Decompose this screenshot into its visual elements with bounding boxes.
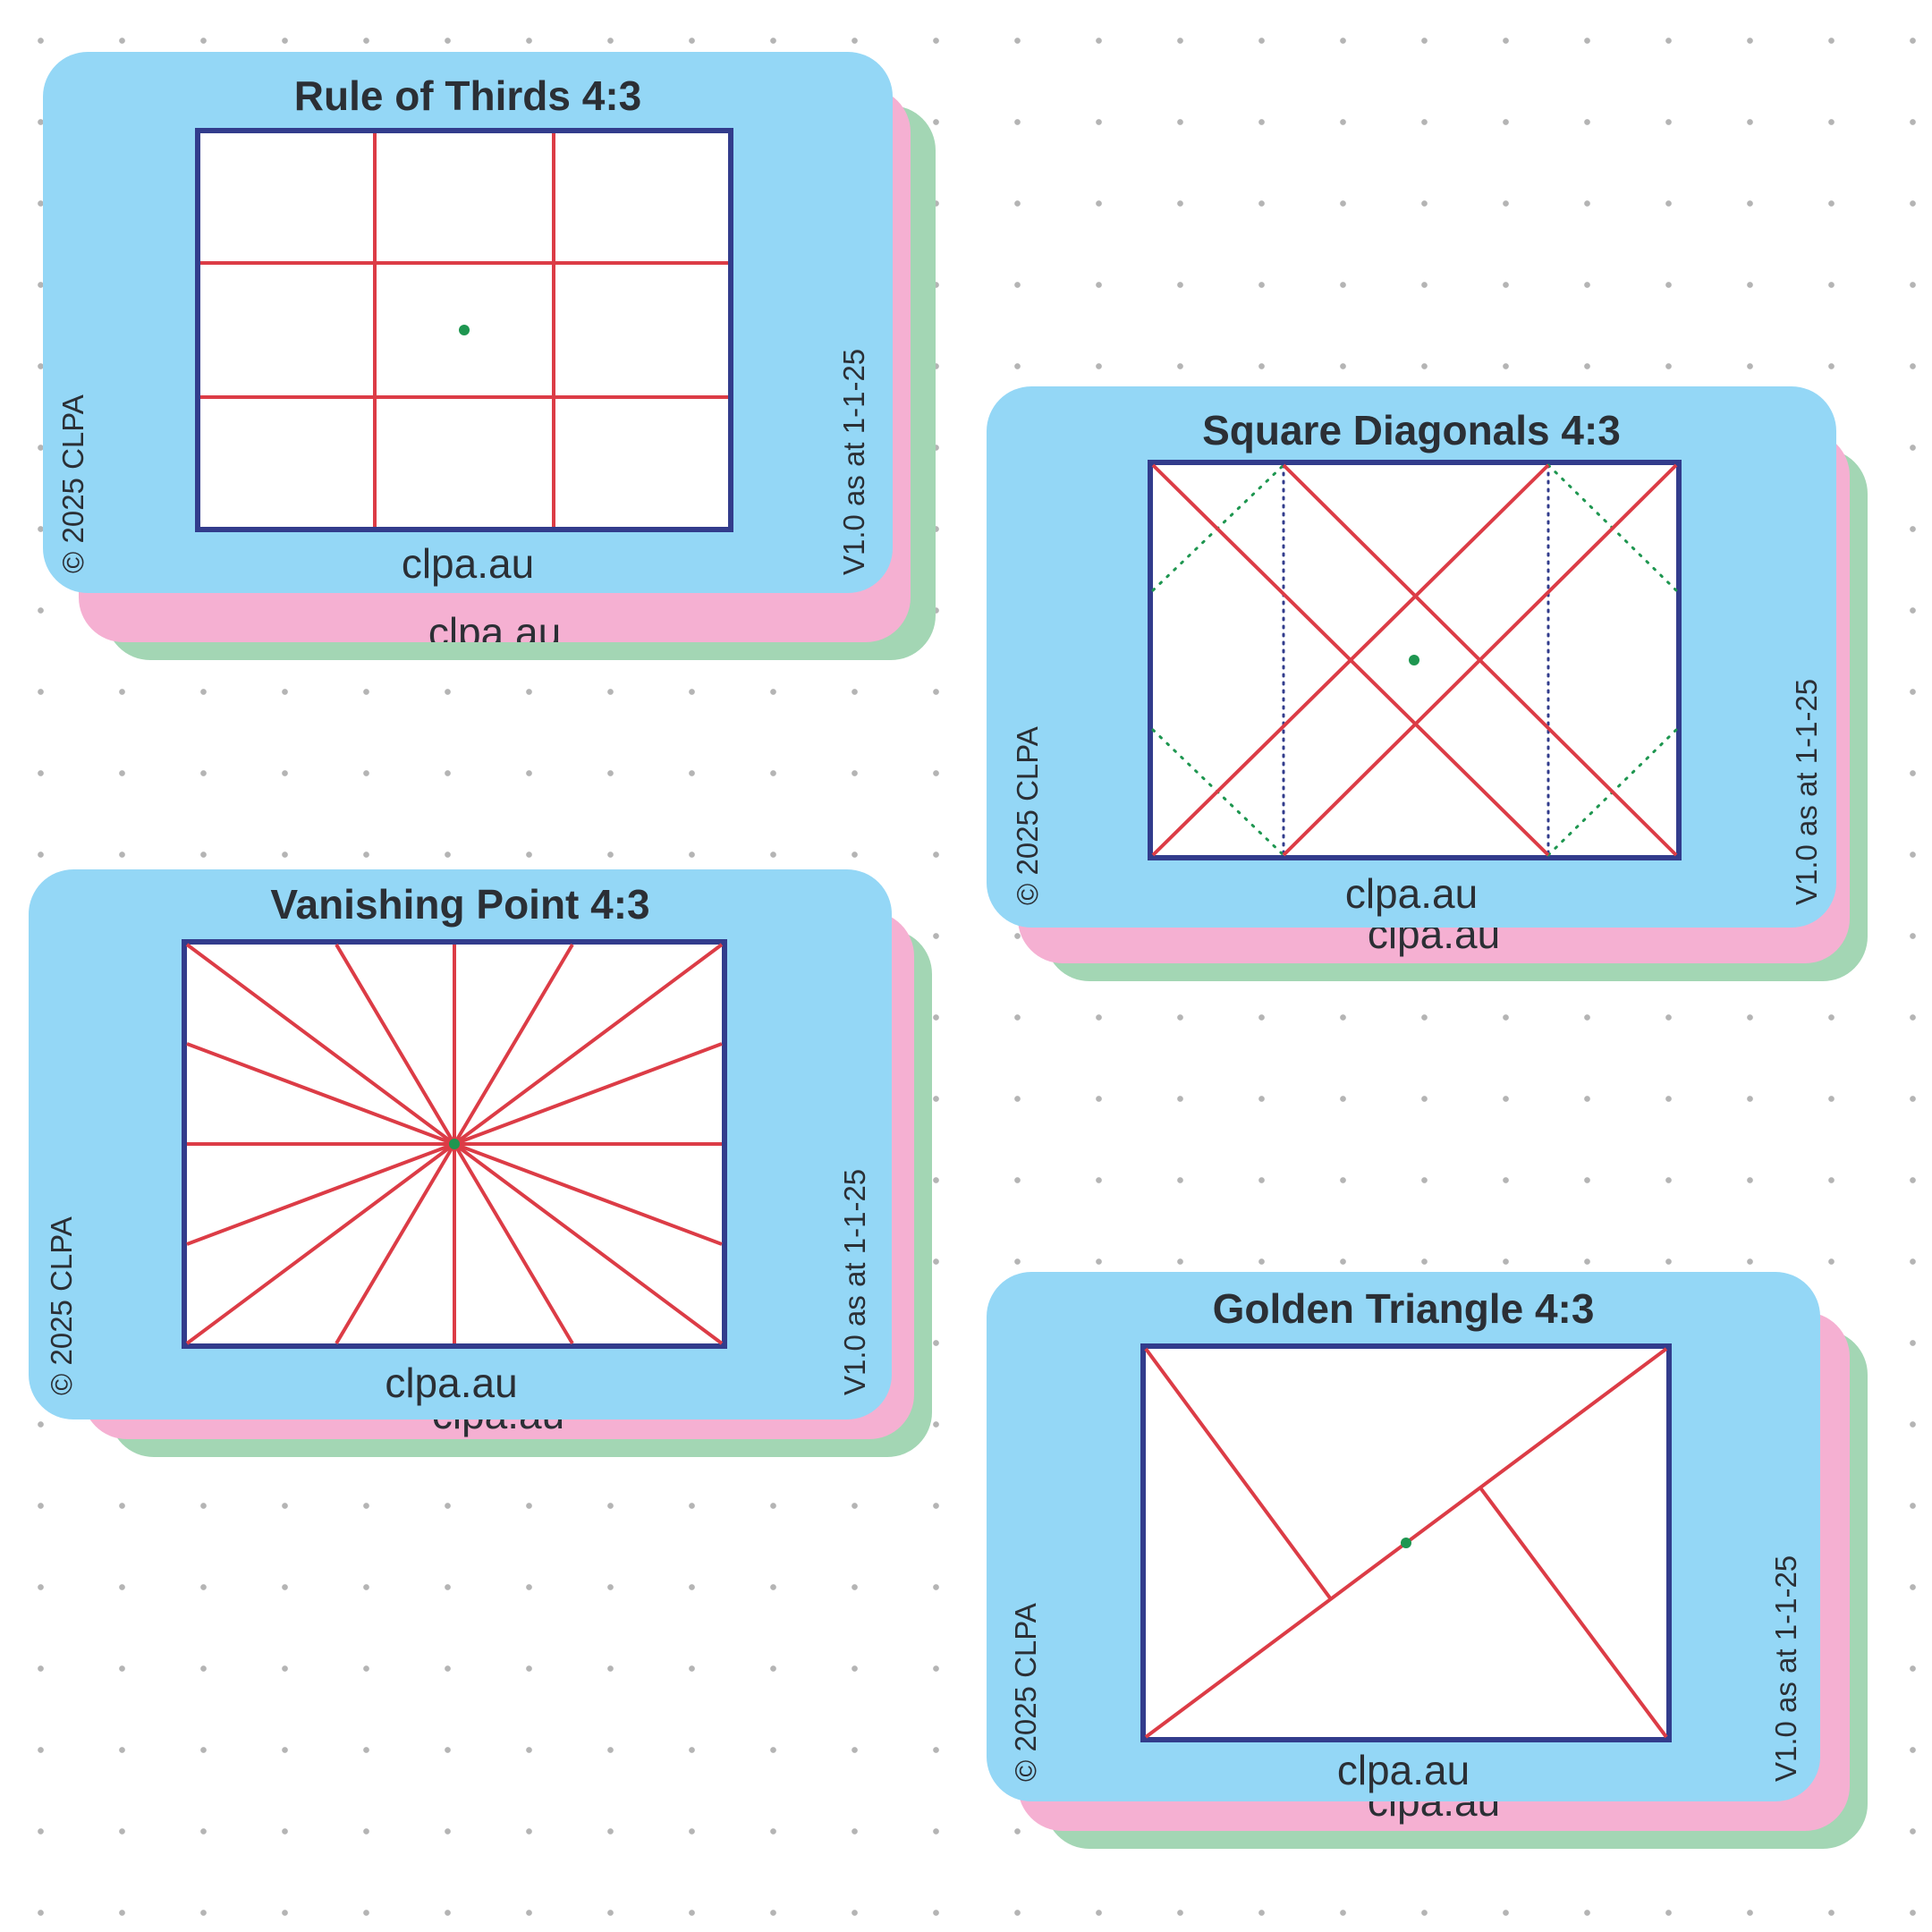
card-back-site-label: clpa.au — [428, 609, 562, 642]
card-front-rule-of-thirds: Rule of Thirds 4:3 clpa.au © 2025 CLPA V… — [43, 52, 893, 593]
vanishing-rays — [185, 943, 724, 1345]
copyright-label: © 2025 CLPA — [56, 394, 89, 573]
card-title: Golden Triangle 4:3 — [1212, 1285, 1595, 1332]
vanishing-ray — [453, 943, 574, 1146]
card-front-square-diagonals: Square Diagonals 4:3 clpa.au © 2025 CLPA… — [987, 386, 1836, 928]
vanishing-ray — [453, 943, 724, 1146]
vanishing-ray — [453, 1142, 723, 1246]
center-dot — [1401, 1538, 1411, 1548]
vanishing-ray — [185, 943, 456, 1146]
card-stack-square-diagonals: clpa.au clpa.au Square Diagonals 4:3 clp… — [987, 386, 1868, 981]
rule-of-thirds-grid-diagram — [195, 128, 733, 532]
copyright-label: © 2025 CLPA — [1011, 726, 1044, 905]
copyright-label: © 2025 CLPA — [45, 1216, 78, 1395]
vanishing-point-diagram — [182, 939, 727, 1349]
version-label: V1.0 as at 1-1-25 — [838, 1168, 871, 1395]
version-label: V1.0 as at 1-1-25 — [1769, 1555, 1802, 1782]
diagonal-line — [1282, 463, 1678, 857]
card-stack-vanishing-point: clpa.au clpa.au Vanishing Point 4:3 clpa… — [29, 869, 932, 1457]
version-label: V1.0 as at 1-1-25 — [837, 348, 870, 575]
vanishing-point-dot — [449, 1139, 460, 1149]
center-dot — [459, 325, 470, 335]
card-stack-golden-triangle: clpa.au clpa.au Golden Triangle 4:3 clpa… — [987, 1272, 1868, 1849]
diagonal-line — [1151, 463, 1550, 857]
site-label: clpa.au — [1344, 870, 1479, 917]
card-stack-rule-of-thirds: clpa.au clpa.au Rule of Thirds 4:3 clpa.… — [43, 52, 936, 660]
vanishing-ray — [335, 1142, 456, 1345]
card-title: Vanishing Point 4:3 — [270, 881, 650, 928]
site-label: clpa.au — [1336, 1747, 1470, 1793]
vanishing-ray — [186, 1142, 455, 1246]
vanishing-ray — [453, 1042, 723, 1146]
vanishing-ray — [185, 1142, 456, 1345]
square-diagonals-diagram — [1148, 460, 1682, 860]
card-title: Square Diagonals 4:3 — [1202, 407, 1621, 453]
golden-perpendicular-left — [1144, 1347, 1333, 1601]
site-label: clpa.au — [401, 540, 535, 587]
golden-perpendicular-right — [1478, 1485, 1668, 1739]
vanishing-ray — [335, 943, 456, 1146]
card-front-vanishing-point: Vanishing Point 4:3 clpa.au © 2025 CLPA … — [29, 869, 892, 1419]
vanishing-ray — [453, 1142, 724, 1345]
center-dot — [1409, 655, 1419, 665]
site-label: clpa.au — [385, 1360, 518, 1406]
copyright-label: © 2025 CLPA — [1009, 1603, 1042, 1782]
card-front-golden-triangle: Golden Triangle 4:3 clpa.au © 2025 CLPA … — [987, 1272, 1820, 1801]
version-label: V1.0 as at 1-1-25 — [1790, 678, 1823, 905]
vanishing-ray — [186, 1042, 455, 1146]
vanishing-ray — [453, 1142, 574, 1345]
card-title: Rule of Thirds 4:3 — [293, 72, 642, 119]
golden-triangle-diagram — [1140, 1343, 1672, 1742]
